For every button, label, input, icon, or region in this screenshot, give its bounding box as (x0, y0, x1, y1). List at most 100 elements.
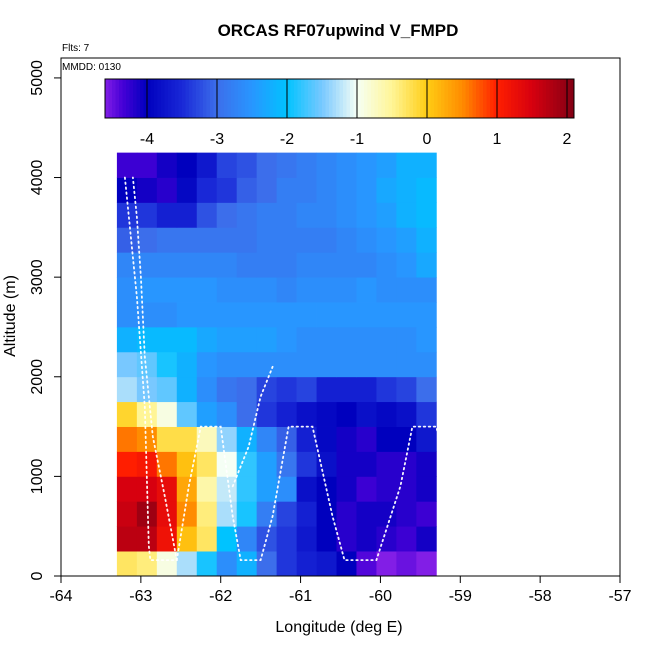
colorbar-segment (416, 79, 421, 118)
heat-cell (336, 526, 357, 552)
heat-cell (416, 177, 437, 203)
heat-cell (176, 252, 198, 278)
heat-cell (216, 501, 238, 527)
colorbar-segment (231, 79, 235, 118)
colorbar-segment (350, 79, 354, 118)
colorbar-segment (364, 79, 368, 118)
colorbar-segment (280, 79, 284, 118)
colorbar-segment (220, 79, 225, 118)
colorbar-segment (483, 79, 487, 118)
heat-cell (116, 326, 138, 353)
heat-cell (316, 526, 337, 552)
colorbar-segment (217, 79, 221, 118)
colorbar-segment (518, 79, 522, 118)
heat-cell (236, 351, 258, 378)
heat-cell (196, 526, 218, 552)
heat-cell (296, 426, 317, 452)
heat-cell (296, 252, 317, 278)
heat-cell (336, 551, 357, 577)
heat-cell (396, 351, 417, 378)
heat-cell (336, 351, 357, 378)
colorbar-segment (444, 79, 449, 118)
colorbar-segment (532, 79, 536, 118)
heat-cell (316, 351, 337, 378)
colorbar-segment (339, 79, 344, 118)
x-tick-label: -63 (129, 588, 152, 605)
heat-cell (216, 526, 238, 552)
heat-cell (116, 451, 138, 477)
heat-cell (336, 401, 357, 427)
heat-cell (276, 277, 297, 303)
heat-cell (236, 501, 258, 527)
heat-cell (196, 227, 218, 253)
colorbar-segment (290, 79, 295, 118)
heat-cell (396, 277, 417, 303)
heat-cell (136, 152, 158, 178)
colorbar-segment (336, 79, 340, 118)
flight-track (231, 365, 274, 488)
colorbar-segment (168, 79, 172, 118)
heat-cell (236, 152, 258, 178)
colorbar-segment (311, 79, 316, 118)
heat-cell (156, 252, 178, 278)
x-axis-label: Longitude (deg E) (275, 619, 402, 636)
heat-cell (256, 451, 278, 477)
colorbar-segment (388, 79, 393, 118)
colorbar-segment (521, 79, 526, 118)
heat-cell (276, 501, 297, 527)
colorbar-segment (189, 79, 193, 118)
heat-cell (316, 426, 337, 452)
plot-frame (60, 57, 621, 577)
heat-cell (336, 326, 357, 353)
heat-cell (356, 551, 377, 577)
colorbar-segment (385, 79, 389, 118)
colorbar-segment (252, 79, 256, 118)
colorbar-segment (154, 79, 158, 118)
heat-cell (376, 227, 397, 253)
colorbar-segment (175, 79, 179, 118)
heat-cell (376, 326, 397, 353)
heat-cell (196, 302, 218, 328)
colorbar-segment (511, 79, 515, 118)
colorbar-segment (227, 79, 232, 118)
heat-cell (416, 426, 437, 452)
heat-cell (376, 476, 397, 502)
heat-cell (176, 501, 198, 527)
colorbar-tick-label: 2 (563, 131, 572, 148)
heat-cell (236, 401, 258, 427)
colorbar-segment (560, 79, 564, 118)
heat-cell (176, 177, 198, 203)
heat-cell (416, 401, 437, 427)
heat-cell (276, 202, 297, 228)
heat-cell (256, 227, 278, 253)
heat-cell (156, 376, 178, 403)
colorbar-segment (472, 79, 477, 118)
heat-cell (356, 351, 377, 378)
colorbar-segment (553, 79, 557, 118)
heat-cell (176, 326, 198, 353)
colorbar-segment (301, 79, 305, 118)
heat-cell (336, 476, 357, 502)
colorbar-tick-label: 0 (423, 131, 432, 148)
heat-cell (116, 426, 138, 452)
x-tick-label: -58 (529, 588, 552, 605)
heat-cell (376, 177, 397, 203)
colorbar-segment (297, 79, 302, 118)
colorbar-segment (248, 79, 253, 118)
colorbar-segment (465, 79, 470, 118)
heat-cell (156, 501, 178, 527)
colorbar-segment (427, 79, 431, 118)
heat-cell (136, 526, 158, 552)
colorbar-tick-label: -1 (350, 131, 364, 148)
heat-cell (196, 501, 218, 527)
heat-cell (156, 401, 178, 427)
colorbar-segment (469, 79, 473, 118)
colorbar-segment (493, 79, 498, 118)
heat-cell (116, 476, 138, 502)
colorbar-segment (287, 79, 291, 118)
heat-cell (396, 302, 417, 328)
heat-cell (296, 302, 317, 328)
heat-cell (176, 526, 198, 552)
heat-cell (156, 227, 178, 253)
heat-cell (236, 202, 258, 228)
